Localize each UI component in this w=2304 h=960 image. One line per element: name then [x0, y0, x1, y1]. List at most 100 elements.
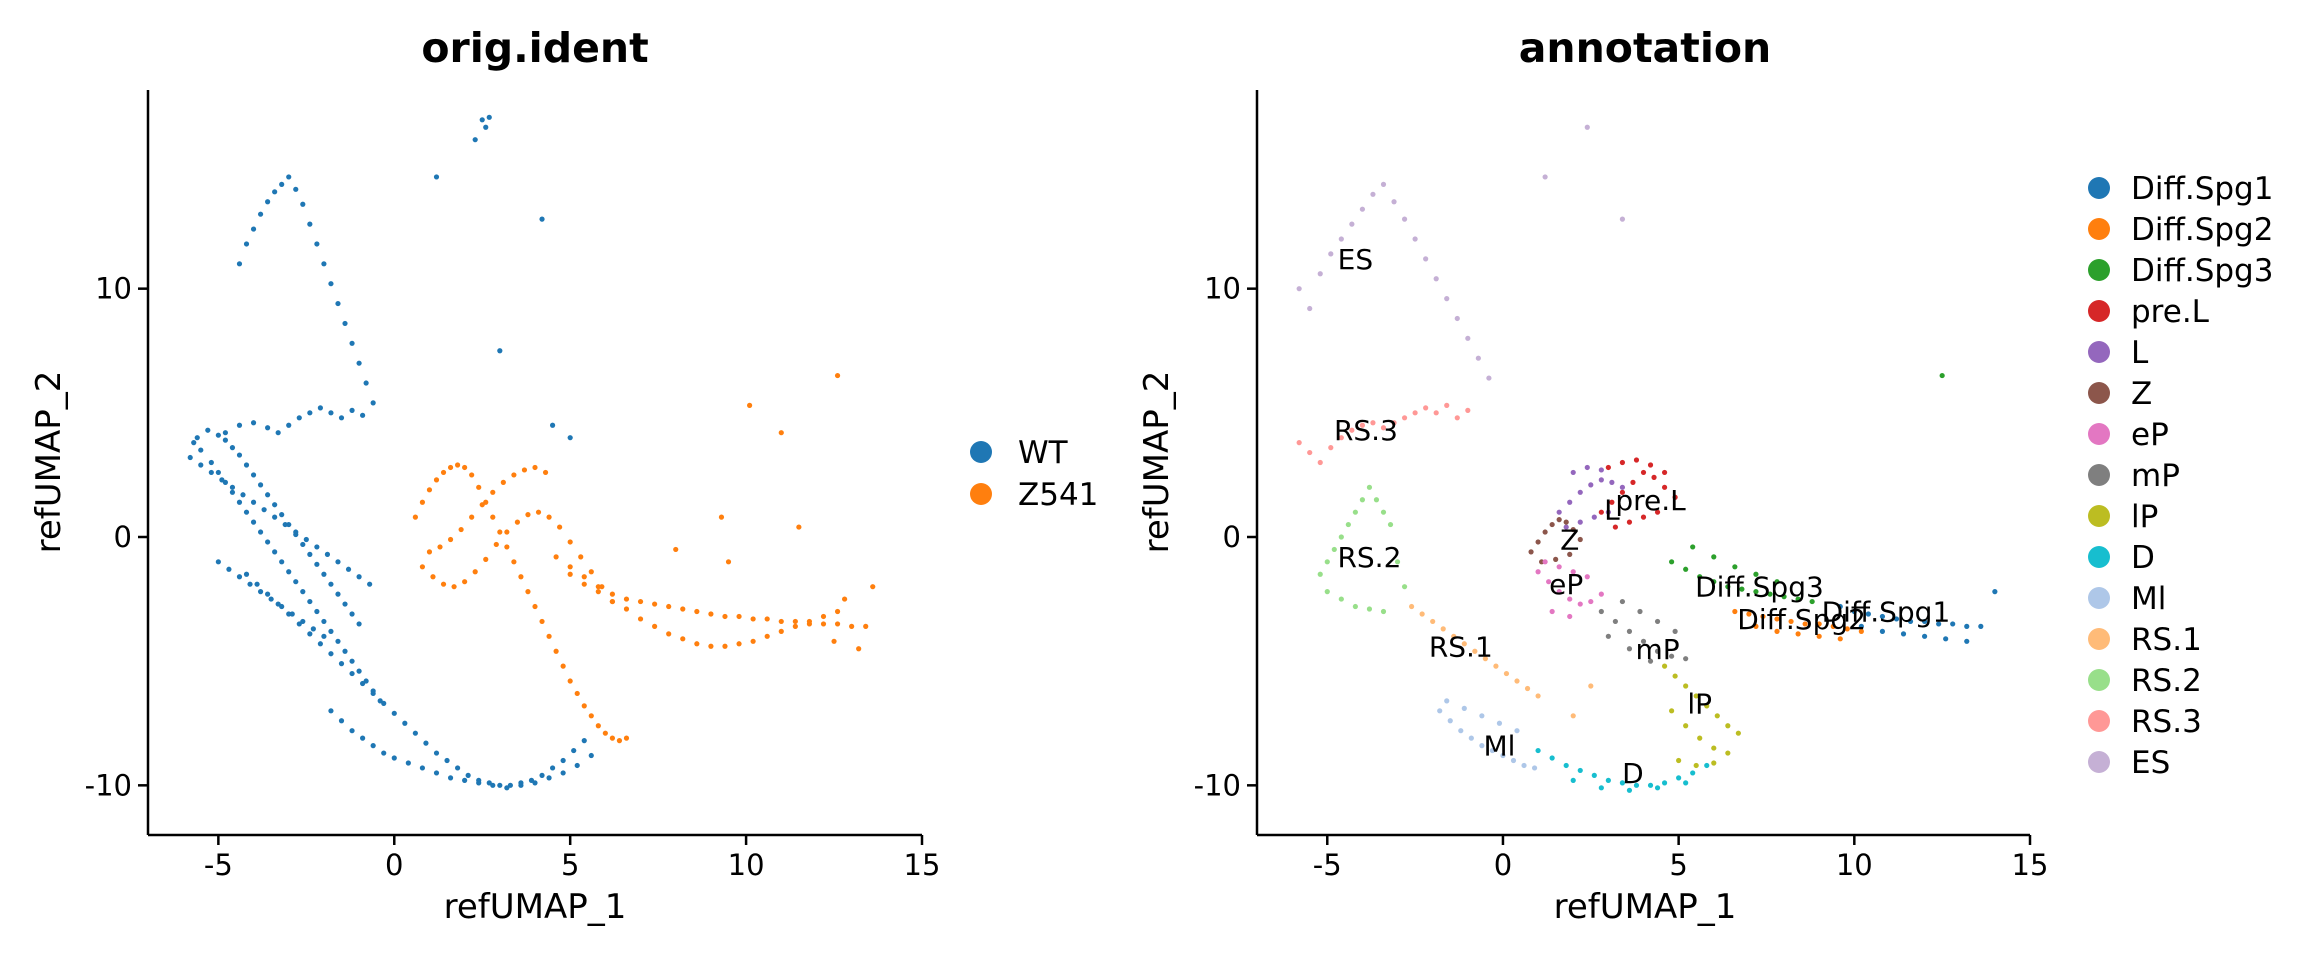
data-point: [335, 638, 341, 644]
data-point: [549, 765, 556, 771]
data-point: [265, 492, 271, 498]
data-point: [694, 641, 700, 647]
data-point: [1661, 663, 1668, 669]
data-point: [328, 581, 334, 587]
data-point: [602, 730, 608, 736]
series-l: [1556, 464, 1626, 530]
data-point: [243, 241, 250, 247]
data-point: [849, 623, 855, 630]
data-point: [1444, 296, 1450, 302]
data-point: [595, 723, 601, 729]
data-point: [229, 484, 236, 490]
data-point: [1380, 425, 1387, 431]
data-point: [1567, 499, 1573, 505]
panel-title-orig-ident: orig.ident: [421, 24, 648, 72]
data-point: [1992, 589, 1998, 595]
data-point: [440, 581, 447, 587]
data-point: [1760, 613, 1766, 620]
data-point: [1672, 494, 1678, 500]
data-point: [335, 591, 341, 597]
data-point: [462, 777, 468, 783]
data-point: [1647, 782, 1654, 788]
data-point: [1711, 554, 1717, 560]
data-point: [360, 735, 366, 741]
plot-area-orig-ident: [187, 114, 876, 791]
data-point: [1683, 683, 1689, 689]
cluster-label-diff-spg1: Diff.Spg1: [1822, 596, 1951, 629]
data-point: [1535, 747, 1541, 754]
data-point: [447, 775, 454, 781]
data-point: [525, 589, 531, 595]
data-point: [433, 174, 440, 180]
data-point: [514, 519, 521, 525]
data-point: [1553, 556, 1559, 562]
data-point: [1437, 708, 1443, 714]
data-point: [476, 484, 482, 490]
panel-annotation: annotation Diff.Spg1Diff.Spg2Diff.Spg3pr…: [1137, 24, 2273, 927]
data-point: [1584, 124, 1590, 130]
data-point: [455, 765, 461, 771]
data-point: [250, 226, 257, 232]
data-point: [1837, 603, 1843, 610]
data-point: [215, 469, 221, 476]
data-point: [504, 544, 510, 550]
data-point: [483, 556, 489, 562]
data-point: [254, 581, 260, 587]
data-point: [1493, 663, 1499, 669]
data-point: [451, 584, 457, 590]
data-point: [462, 579, 468, 585]
data-point: [1373, 497, 1380, 503]
y-axis-label: refUMAP_2: [1137, 371, 1177, 554]
data-point: [652, 623, 658, 630]
data-point: [1654, 785, 1661, 791]
legend-label-rs-2: RS.2: [2131, 663, 2202, 699]
data-point: [472, 569, 478, 575]
legend-swatch-mp: [2088, 464, 2110, 486]
data-point: [250, 420, 257, 426]
data-point: [1307, 449, 1313, 456]
cluster-label-d: D: [1622, 757, 1644, 790]
data-point: [1704, 762, 1710, 769]
data-point: [1531, 765, 1538, 771]
data-point: [275, 430, 281, 436]
legend-swatch-pre-l: [2088, 300, 2110, 322]
data-point: [1458, 728, 1464, 734]
data-point: [328, 410, 334, 416]
data-point: [1387, 521, 1394, 528]
x-tick-label: 15: [2012, 848, 2049, 882]
data-point: [1430, 618, 1436, 625]
data-point: [1423, 405, 1429, 411]
data-point: [708, 643, 714, 649]
legend-label-d: D: [2131, 540, 2155, 576]
data-point: [391, 755, 397, 761]
data-point: [236, 452, 243, 458]
data-point: [1584, 574, 1590, 580]
legend-swatch-rs-1: [2088, 628, 2110, 650]
data-point: [1816, 621, 1822, 627]
data-point: [1465, 335, 1471, 341]
data-point: [1725, 584, 1731, 590]
data-point: [486, 114, 492, 120]
data-point: [1739, 586, 1745, 592]
series-diff-spg2: [1732, 608, 1864, 642]
data-point: [257, 589, 264, 595]
data-point: [1669, 559, 1675, 565]
data-point: [447, 536, 454, 543]
data-point: [1401, 415, 1408, 421]
data-point: [1514, 678, 1520, 684]
data-point: [356, 574, 362, 580]
data-point: [581, 703, 587, 709]
data-point: [1633, 457, 1640, 463]
data-point: [1570, 777, 1576, 783]
data-point: [1556, 517, 1562, 523]
data-point: [236, 574, 243, 580]
y-tick-label: 0: [114, 520, 132, 554]
data-point: [1549, 608, 1555, 615]
data-point: [1447, 718, 1453, 724]
data-point: [1672, 628, 1678, 634]
data-point: [437, 544, 443, 550]
data-point: [595, 589, 601, 595]
series-ml: [1437, 698, 1538, 771]
data-point: [1338, 534, 1344, 540]
